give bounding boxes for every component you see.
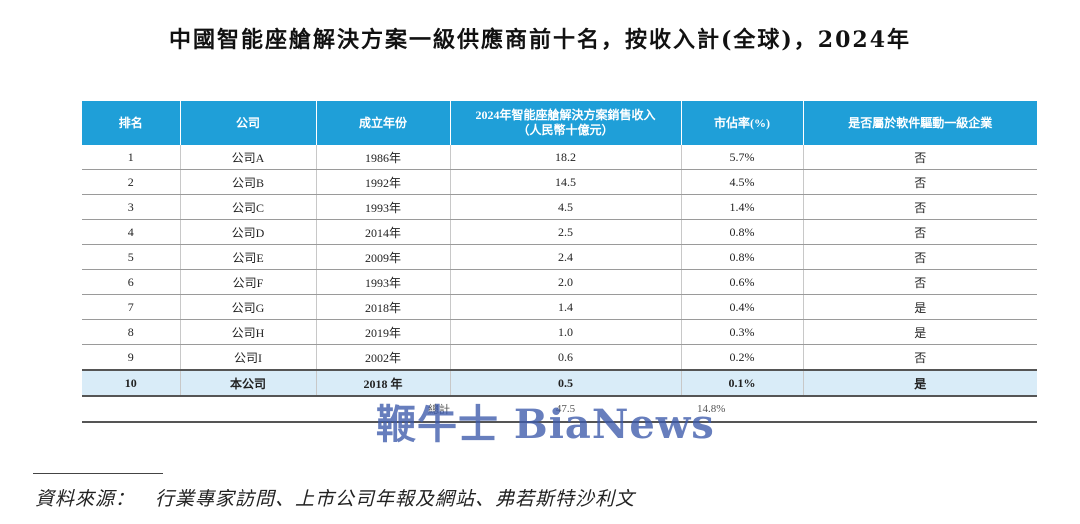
cell-revenue: 2.5 — [449, 219, 681, 245]
cell-market-share: 0.6% — [680, 269, 803, 295]
cell-company: 公司D — [179, 219, 316, 245]
cell-software-driven: 是 — [802, 369, 1037, 397]
cell-founded: 2009年 — [315, 244, 450, 270]
cell-revenue: 18.2 — [449, 145, 681, 170]
source-note: 資料來源： 行業專家訪問、上市公司年報及網站、弗若斯特沙利文 — [35, 488, 636, 510]
cell-software-driven: 是 — [802, 294, 1037, 320]
cell-rank: 9 — [82, 344, 180, 371]
cell-founded: 1992年 — [315, 169, 450, 195]
header-founded: 成立年份 — [315, 101, 451, 145]
cell-revenue: 2.0 — [449, 269, 681, 295]
cell-revenue: 0.5 — [449, 369, 681, 397]
header-rank: 排名 — [82, 101, 181, 145]
cell-revenue: 14.5 — [449, 169, 681, 195]
footnote-divider — [33, 473, 163, 474]
cell-market-share: 0.3% — [680, 319, 803, 345]
cell-company: 公司B — [179, 169, 316, 195]
cell-rank: 10 — [82, 369, 180, 397]
cell-revenue: 0.6 — [449, 344, 681, 371]
cell-company: 公司F — [179, 269, 316, 295]
table-row: 7 公司G 2018年 1.4 0.4% 是 — [82, 294, 1037, 320]
cell-company: 公司I — [179, 344, 316, 371]
total-row: 總計 47.5 14.8% — [82, 396, 1037, 423]
cell-software-driven: 否 — [802, 219, 1037, 245]
cell-founded: 2014年 — [315, 219, 450, 245]
cell-founded: 1993年 — [315, 194, 450, 220]
cell-software-driven: 是 — [802, 319, 1037, 345]
table-row: 10 本公司 2018 年 0.5 0.1% 是 — [82, 369, 1037, 397]
table-row: 5 公司E 2009年 2.4 0.8% 否 — [82, 244, 1037, 270]
cell-market-share: 0.4% — [680, 294, 803, 320]
cell-company: 公司A — [179, 145, 316, 170]
cell-company: 本公司 — [179, 369, 316, 397]
table-row: 1 公司A 1986年 18.2 5.7% 否 — [82, 145, 1037, 170]
cell-rank: 2 — [82, 169, 180, 195]
cell-revenue: 2.4 — [449, 244, 681, 270]
cell-market-share: 0.1% — [680, 369, 803, 397]
cell-revenue: 1.4 — [449, 294, 681, 320]
header-software-driven: 是否屬於軟件驅動一級企業 — [802, 101, 1037, 145]
total-share: 14.8% — [681, 396, 803, 423]
cell-founded: 2018 年 — [315, 369, 450, 397]
cell-market-share: 0.8% — [680, 219, 803, 245]
cell-rank: 1 — [82, 145, 180, 170]
cell-company: 公司C — [179, 194, 316, 220]
table-row: 9 公司I 2002年 0.6 0.2% 否 — [82, 344, 1037, 371]
cell-company: 公司H — [179, 319, 316, 345]
watermark-logo: 鞭牛士 BiaNews — [376, 401, 715, 448]
cell-rank: 4 — [82, 219, 180, 245]
cell-company: 公司E — [179, 244, 316, 270]
cell-software-driven: 否 — [802, 244, 1037, 270]
table-header-row: 排名 公司 成立年份 2024年智能座艙解決方案銷售收入 （人民幣十億元） 市佔… — [82, 101, 1037, 145]
ranking-table: 排名 公司 成立年份 2024年智能座艙解決方案銷售收入 （人民幣十億元） 市佔… — [82, 101, 1037, 423]
table-row: 8 公司H 2019年 1.0 0.3% 是 — [82, 319, 1037, 345]
cell-rank: 3 — [82, 194, 180, 220]
cell-founded: 2002年 — [315, 344, 450, 371]
cell-founded: 2018年 — [315, 294, 450, 320]
cell-rank: 6 — [82, 269, 180, 295]
cell-revenue: 4.5 — [449, 194, 681, 220]
cell-rank: 5 — [82, 244, 180, 270]
cell-revenue: 1.0 — [449, 319, 681, 345]
header-revenue: 2024年智能座艙解決方案銷售收入 （人民幣十億元） — [449, 101, 682, 145]
cell-founded: 1993年 — [315, 269, 450, 295]
cell-market-share: 4.5% — [680, 169, 803, 195]
cell-software-driven: 否 — [802, 145, 1037, 170]
cell-company: 公司G — [179, 294, 316, 320]
total-revenue: 47.5 — [450, 396, 681, 423]
cell-market-share: 0.8% — [680, 244, 803, 270]
table-row: 3 公司C 1993年 4.5 1.4% 否 — [82, 194, 1037, 220]
cell-rank: 7 — [82, 294, 180, 320]
cell-software-driven: 否 — [802, 344, 1037, 371]
cell-software-driven: 否 — [802, 269, 1037, 295]
table-row: 6 公司F 1993年 2.0 0.6% 否 — [82, 269, 1037, 295]
table-row: 2 公司B 1992年 14.5 4.5% 否 — [82, 169, 1037, 195]
cell-software-driven: 否 — [802, 194, 1037, 220]
cell-market-share: 0.2% — [680, 344, 803, 371]
cell-market-share: 5.7% — [680, 145, 803, 170]
cell-rank: 8 — [82, 319, 180, 345]
header-market-share: 市佔率(%) — [680, 101, 804, 145]
page-title: 中國智能座艙解決方案一級供應商前十名，按收入計(全球)，2024年 — [168, 27, 912, 53]
total-label: 總計 — [316, 396, 450, 423]
table-row: 4 公司D 2014年 2.5 0.8% 否 — [82, 219, 1037, 245]
cell-founded: 1986年 — [315, 145, 450, 170]
cell-software-driven: 否 — [802, 169, 1037, 195]
header-company: 公司 — [179, 101, 317, 145]
cell-market-share: 1.4% — [680, 194, 803, 220]
cell-founded: 2019年 — [315, 319, 450, 345]
